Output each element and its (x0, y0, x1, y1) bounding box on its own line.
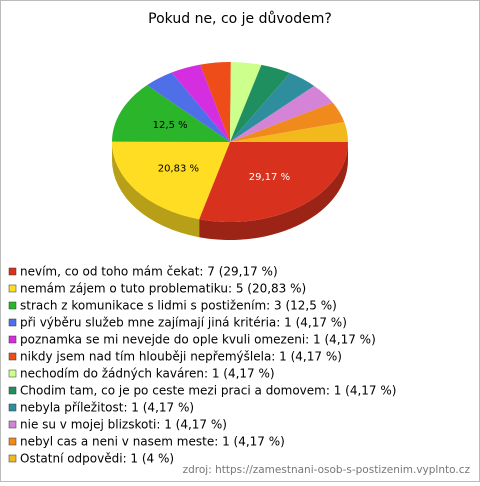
legend-swatch (8, 437, 17, 446)
slice (230, 85, 333, 142)
legend-label: nikdy jsem nad tím hlouběji nepřemýšlela… (20, 350, 342, 364)
data-label: 20,83 % (158, 164, 199, 175)
slice (230, 102, 345, 142)
chart-title: Pokud ne, co je důvodem? (148, 11, 332, 27)
slice-side (199, 142, 348, 240)
legend-swatch (8, 454, 17, 463)
data-label: 29,17 % (249, 172, 290, 183)
legend-swatch (8, 403, 17, 412)
slice (230, 62, 262, 143)
slice (147, 72, 230, 142)
slice (199, 142, 348, 222)
legend-swatch (8, 267, 17, 276)
slice-side (112, 142, 200, 238)
legend-label: poznamka se mi nevejde do ople kvuli ome… (20, 333, 376, 347)
slice (230, 73, 315, 142)
slice (112, 85, 230, 142)
legend-swatch (8, 284, 17, 293)
legend-swatch (8, 386, 17, 395)
legend-label: Ostatní odpovědi: 1 (4 %) (20, 452, 174, 466)
legend-swatch (8, 301, 17, 310)
legend-swatch (8, 318, 17, 327)
legend-swatch (8, 369, 17, 378)
legend-swatch (8, 352, 17, 361)
legend-swatch (8, 420, 17, 429)
legend-label: nemám zájem o tuto problematiku: 5 (20,8… (20, 282, 306, 296)
legend-label: nevím, co od toho mám čekat: 7 (29,17 %) (20, 265, 278, 279)
legend-label: nebyl cas a neni v nasem meste: 1 (4,17 … (20, 435, 285, 449)
legend-label: nechodím do žádných kaváren: 1 (4,17 %) (20, 367, 275, 381)
slice (200, 62, 231, 143)
data-label: 12,5 % (153, 120, 188, 131)
legend-label: strach z komunikace s lidmi s postižením… (20, 299, 337, 313)
legend-label: Chodim tam, co je po ceste mezi praci a … (20, 384, 396, 398)
slice (230, 64, 290, 142)
legend-label: nie su v mojej blizskoti: 1 (4,17 %) (20, 418, 227, 432)
source: zdroj: https://zamestnani-osob-s-postize… (183, 464, 471, 476)
legend-swatch (8, 335, 17, 344)
slice (112, 141, 230, 220)
legend-label: při výběru služeb mne zajímají jiná krit… (20, 316, 347, 330)
legend-label: nebyla příležitost: 1 (4,17 %) (20, 401, 194, 415)
slice (230, 122, 348, 142)
slice (171, 64, 230, 142)
